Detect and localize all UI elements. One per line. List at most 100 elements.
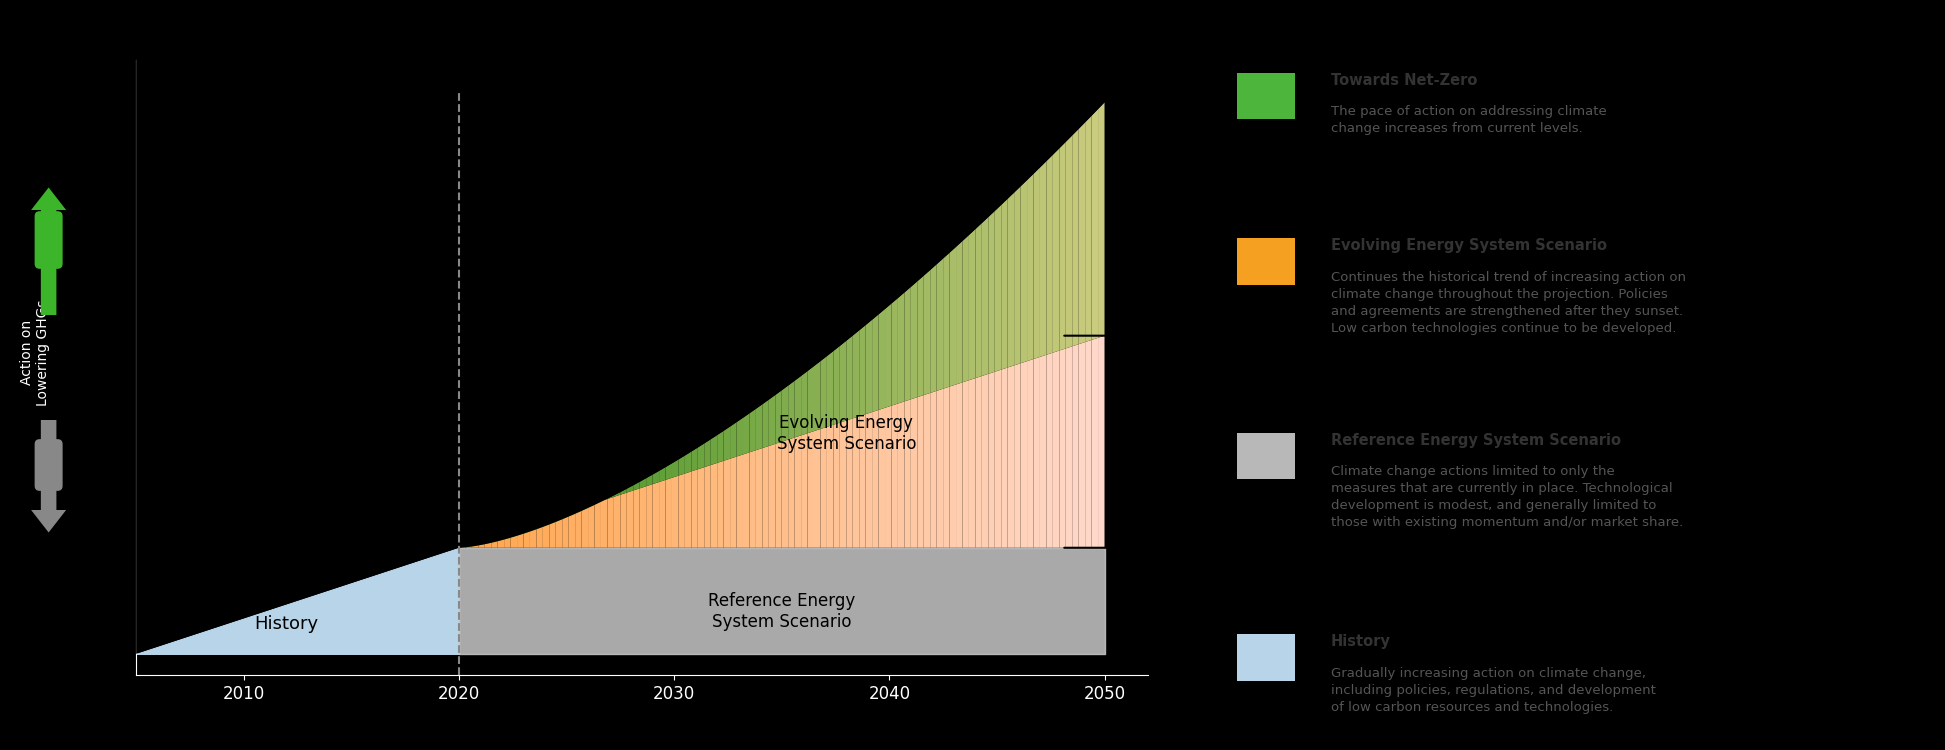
Polygon shape <box>626 490 634 548</box>
Polygon shape <box>910 398 918 548</box>
Polygon shape <box>679 455 685 476</box>
Polygon shape <box>1066 136 1072 349</box>
Polygon shape <box>615 495 620 548</box>
Polygon shape <box>949 385 957 548</box>
Polygon shape <box>704 465 710 548</box>
Polygon shape <box>937 259 943 391</box>
Polygon shape <box>782 440 788 548</box>
Polygon shape <box>796 376 801 437</box>
Polygon shape <box>776 390 782 444</box>
Polygon shape <box>974 376 982 548</box>
Polygon shape <box>498 533 504 542</box>
Polygon shape <box>821 356 827 429</box>
Polygon shape <box>582 506 587 548</box>
Polygon shape <box>1033 357 1041 548</box>
Polygon shape <box>1041 161 1046 357</box>
Text: Reference Energy System Scenario: Reference Energy System Scenario <box>1330 433 1620 448</box>
Polygon shape <box>807 366 815 434</box>
Polygon shape <box>484 537 492 548</box>
Polygon shape <box>1033 167 1041 359</box>
Polygon shape <box>885 406 891 548</box>
Polygon shape <box>737 454 743 548</box>
Polygon shape <box>504 531 512 548</box>
Polygon shape <box>879 309 885 410</box>
Polygon shape <box>1079 342 1085 548</box>
Polygon shape <box>640 478 646 488</box>
Polygon shape <box>1008 365 1013 548</box>
Polygon shape <box>607 496 615 548</box>
Polygon shape <box>556 514 562 548</box>
Polygon shape <box>724 427 729 460</box>
Polygon shape <box>504 531 512 539</box>
Polygon shape <box>1091 109 1099 340</box>
Polygon shape <box>1085 340 1091 548</box>
Polygon shape <box>562 512 568 548</box>
Polygon shape <box>937 388 943 548</box>
FancyBboxPatch shape <box>1237 238 1295 285</box>
Polygon shape <box>1060 142 1066 350</box>
Polygon shape <box>537 520 543 548</box>
Polygon shape <box>607 496 615 499</box>
Polygon shape <box>924 270 930 395</box>
Polygon shape <box>840 421 846 548</box>
Polygon shape <box>891 404 899 548</box>
Polygon shape <box>994 370 1002 548</box>
Polygon shape <box>1002 368 1008 548</box>
Polygon shape <box>473 542 478 548</box>
Polygon shape <box>698 467 704 548</box>
Polygon shape <box>568 509 576 517</box>
Polygon shape <box>640 486 646 548</box>
Polygon shape <box>871 314 879 412</box>
Polygon shape <box>957 382 963 548</box>
Polygon shape <box>654 482 659 548</box>
Polygon shape <box>665 478 671 548</box>
Polygon shape <box>620 489 626 495</box>
Polygon shape <box>943 253 949 388</box>
Polygon shape <box>832 346 840 424</box>
Polygon shape <box>679 473 685 548</box>
Polygon shape <box>1099 103 1105 338</box>
Polygon shape <box>685 472 690 548</box>
Text: The pace of action on addressing climate
change increases from current levels.: The pace of action on addressing climate… <box>1330 105 1607 135</box>
Polygon shape <box>852 416 860 548</box>
Polygon shape <box>1008 193 1013 368</box>
Polygon shape <box>788 437 796 548</box>
Polygon shape <box>478 539 484 545</box>
Polygon shape <box>523 524 529 534</box>
Polygon shape <box>899 401 904 548</box>
Polygon shape <box>1041 355 1046 548</box>
Polygon shape <box>465 544 473 548</box>
Text: Reference Energy
System Scenario: Reference Energy System Scenario <box>708 592 856 631</box>
Polygon shape <box>512 529 517 538</box>
Polygon shape <box>473 542 478 547</box>
Polygon shape <box>671 460 679 478</box>
Polygon shape <box>866 320 871 414</box>
Polygon shape <box>543 518 548 527</box>
Polygon shape <box>1052 148 1060 352</box>
Polygon shape <box>582 506 587 511</box>
Polygon shape <box>860 325 866 416</box>
Polygon shape <box>685 452 690 473</box>
Text: History: History <box>255 615 319 633</box>
Polygon shape <box>659 467 665 482</box>
Polygon shape <box>1021 362 1027 548</box>
Text: Gradually increasing action on climate change,
including policies, regulations, : Gradually increasing action on climate c… <box>1330 667 1655 713</box>
Polygon shape <box>796 435 801 548</box>
Polygon shape <box>646 475 654 486</box>
Polygon shape <box>910 281 918 399</box>
Polygon shape <box>846 419 852 548</box>
Polygon shape <box>918 395 924 548</box>
Text: Less: Less <box>39 444 58 486</box>
Polygon shape <box>757 448 762 548</box>
Polygon shape <box>1013 186 1021 365</box>
Polygon shape <box>807 431 815 548</box>
Polygon shape <box>982 217 988 376</box>
Polygon shape <box>710 435 718 465</box>
Polygon shape <box>529 522 537 532</box>
Polygon shape <box>601 499 607 502</box>
Polygon shape <box>626 485 634 493</box>
Polygon shape <box>704 440 710 467</box>
Polygon shape <box>924 393 930 548</box>
Polygon shape <box>1066 346 1072 548</box>
Polygon shape <box>749 409 757 452</box>
